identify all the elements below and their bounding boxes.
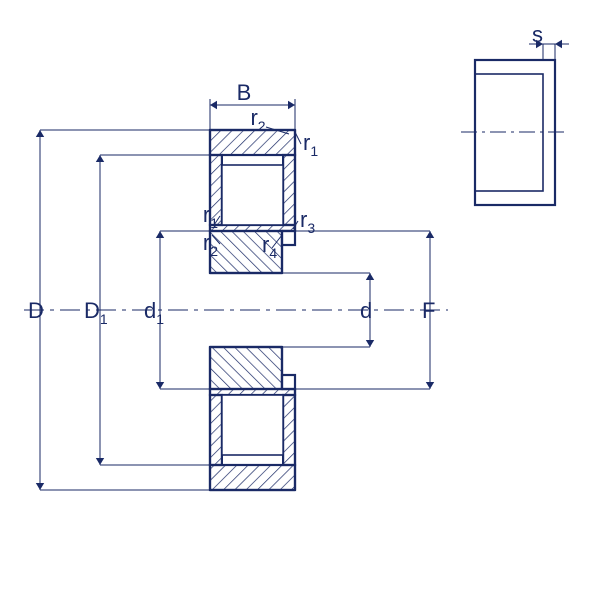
label-r2-outer: r2 bbox=[250, 105, 265, 134]
label-D: D bbox=[28, 298, 44, 323]
label-F: F bbox=[422, 298, 435, 323]
label-D1: D1 bbox=[84, 298, 108, 327]
bearing-diagram: BDD1d1dFsr2r1r1r2r3r4 bbox=[0, 0, 600, 600]
label-d1: d1 bbox=[144, 298, 164, 327]
label-s: s bbox=[532, 22, 543, 47]
label-r3: r3 bbox=[300, 207, 315, 236]
label-r1-outer: r1 bbox=[303, 130, 318, 159]
label-d: d bbox=[360, 298, 372, 323]
label-B: B bbox=[237, 80, 252, 105]
